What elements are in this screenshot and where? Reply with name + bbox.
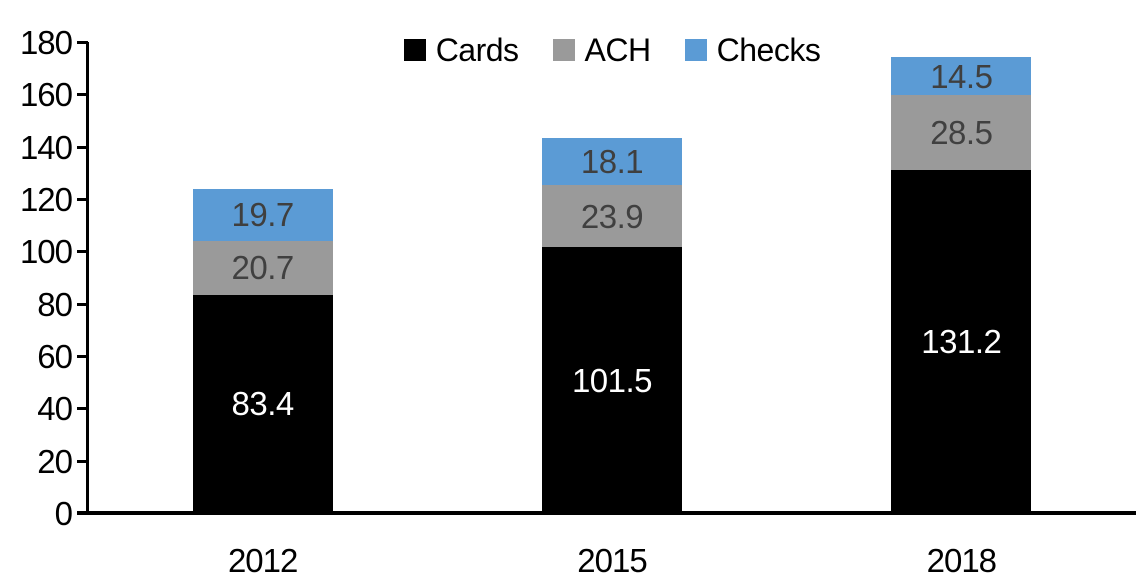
legend-label: Checks: [716, 32, 821, 68]
y-axis-tick: [77, 407, 88, 411]
bar-segment-ach-2012: 20.7: [192, 240, 333, 295]
y-axis-tick-label: 60: [37, 338, 73, 375]
y-axis-tick-label: 120: [19, 181, 73, 218]
y-axis-tick-label: 140: [19, 128, 73, 166]
bar-segment-checks-2012: 19.7: [192, 189, 333, 241]
y-axis-tick-label: 100: [19, 233, 73, 271]
y-axis-tick: [77, 302, 88, 306]
x-axis-line: [77, 511, 1136, 515]
bar-segment-checks-2015: 18.1: [542, 137, 682, 185]
y-axis-tick-label: 40: [37, 390, 73, 428]
bar-value-label: 18.1: [580, 142, 644, 180]
bar-segment-ach-2015: 23.9: [542, 184, 682, 248]
legend-item-checks: Checks: [684, 32, 821, 68]
legend-swatch-icon: [403, 39, 426, 61]
y-axis-tick: [77, 145, 88, 149]
legend-swatch-icon: [552, 39, 575, 61]
x-axis-category-label: 2018: [926, 542, 997, 579]
bar-segment-checks-2018: 14.5: [891, 57, 1032, 96]
bar-segment-cards-2012: 83.4: [192, 294, 333, 513]
y-axis-tick: [77, 93, 88, 97]
y-axis-line: [86, 42, 89, 515]
legend-item-ach: ACH: [552, 32, 652, 68]
chart-legend: Cards ACH Checks: [88, 34, 1136, 66]
bar-segment-cards-2015: 101.5: [542, 247, 682, 513]
y-axis-tick-label: 20: [37, 442, 73, 480]
legend-label: Cards: [435, 32, 519, 68]
bar-value-label: 19.7: [231, 196, 295, 234]
legend-label: ACH: [584, 32, 652, 68]
y-axis-tick: [77, 198, 88, 201]
y-axis-tick: [77, 355, 88, 358]
bar-segment-ach-2018: 28.5: [891, 95, 1032, 170]
bar-value-label: 23.9: [580, 197, 644, 235]
y-axis-tick: [77, 459, 88, 463]
y-axis-tick-label: 180: [19, 24, 73, 61]
bar-value-label: 28.5: [930, 113, 993, 151]
bar-value-label: 14.5: [930, 57, 993, 95]
y-axis-tick: [77, 250, 88, 254]
bar-value-label: 131.2: [921, 322, 1002, 360]
legend-item-cards: Cards: [403, 32, 519, 68]
bar-value-label: 83.4: [231, 385, 295, 423]
x-axis-category-label: 2012: [227, 542, 298, 579]
bar-segment-cards-2018: 131.2: [891, 169, 1032, 513]
x-axis-category-label: 2015: [577, 542, 647, 579]
y-axis-tick-label: 0: [54, 495, 73, 532]
legend-swatch-icon: [684, 39, 707, 61]
y-axis-tick-label: 80: [37, 285, 73, 323]
y-axis-tick-label: 160: [19, 76, 73, 114]
bar-value-label: 20.7: [231, 249, 295, 287]
bar-value-label: 101.5: [571, 361, 653, 399]
y-axis-tick: [77, 41, 88, 44]
